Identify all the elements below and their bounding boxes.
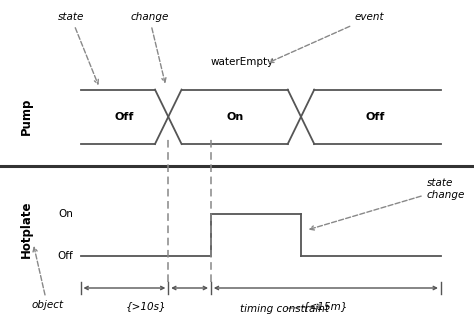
Text: {>10s}: {>10s} — [126, 301, 166, 311]
Text: Off: Off — [366, 112, 385, 122]
Text: {<15m}: {<15m} — [303, 301, 348, 311]
Text: object: object — [31, 247, 64, 310]
Text: timing constraint: timing constraint — [240, 304, 329, 314]
Text: state: state — [58, 12, 98, 84]
Text: event: event — [269, 12, 384, 62]
Text: state
change: state change — [310, 178, 465, 230]
Text: Hotplate: Hotplate — [19, 200, 33, 258]
Text: On: On — [59, 209, 73, 220]
Text: waterEmpty: waterEmpty — [210, 57, 273, 67]
Text: Pump: Pump — [19, 98, 33, 135]
Text: Off: Off — [115, 112, 134, 122]
Text: Off: Off — [58, 251, 73, 261]
Text: change: change — [130, 12, 168, 82]
Text: On: On — [226, 112, 243, 122]
